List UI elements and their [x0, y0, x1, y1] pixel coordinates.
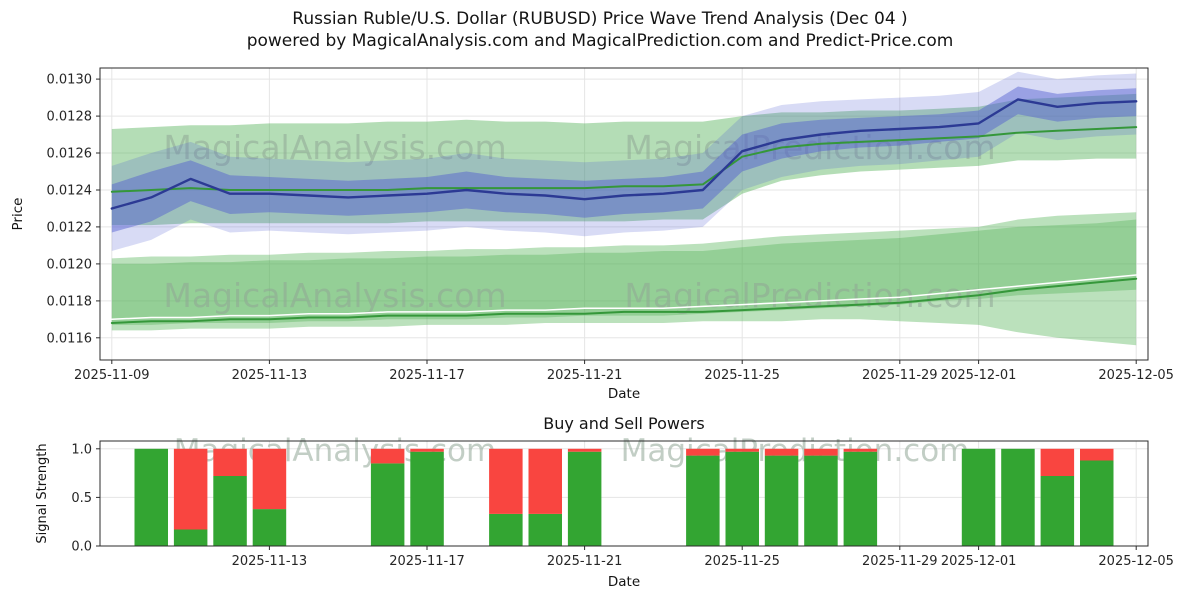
sell-power-bar — [764, 448, 799, 456]
lower-white-line — [111, 274, 1137, 321]
sell-power-bar — [725, 448, 759, 452]
y-tick-label: 0.0118 — [47, 294, 93, 309]
signal-strength-axis-label: Signal Strength — [35, 443, 50, 543]
sell-power-bar — [173, 448, 208, 530]
upper-forecast-band — [111, 93, 1137, 226]
x-tick-label: 2025-11-21 — [547, 554, 623, 569]
sell-power-bar — [567, 448, 602, 452]
sell-power-bar — [410, 448, 444, 452]
buy-power-bar — [1040, 476, 1075, 546]
price-uncertainty-band-outer — [111, 71, 1137, 251]
y-tick-label: 0.0130 — [47, 73, 93, 88]
sell-power-bar — [686, 448, 720, 456]
buy-power-bar — [764, 455, 799, 546]
watermark: MagicalAnalysis.com — [163, 128, 506, 167]
buy-power-bar — [213, 476, 247, 546]
price-chart: MagicalAnalysis.com MagicalPrediction.com… — [10, 67, 1174, 402]
figure-title: Russian Ruble/U.S. Dollar (RUBUSD) Price… — [0, 8, 1200, 53]
x-tick-label: 2025-11-29 — [862, 554, 938, 569]
buy-power-bar — [528, 513, 562, 546]
sell-power-bar — [1080, 448, 1114, 461]
y-tick-label: 0.0116 — [47, 331, 93, 346]
buy-power-bar — [1080, 460, 1114, 546]
sell-power-bar — [489, 448, 523, 514]
buy-power-bar — [686, 455, 720, 546]
date-axis-label: Date — [608, 386, 640, 402]
y-tick-label: 0.0120 — [47, 257, 93, 272]
buy-power-bar — [567, 451, 602, 546]
watermark: MagicalAnalysis.com — [163, 276, 506, 315]
title-line-1: Russian Ruble/U.S. Dollar (RUBUSD) Price… — [292, 9, 908, 29]
sell-power-bar — [213, 448, 247, 476]
lower-trend-line — [110, 277, 1138, 324]
price-axis-label: Price — [10, 198, 26, 231]
y-tick-label: 0.0124 — [47, 184, 93, 199]
sell-power-bar — [804, 448, 838, 456]
price-line — [110, 98, 1138, 210]
plot-border — [99, 440, 1149, 547]
sell-power-bar — [252, 448, 287, 510]
buy-power-bar — [843, 451, 878, 546]
title-line-2: powered by MagicalAnalysis.com and Magic… — [246, 31, 954, 52]
x-tick-label: 2025-11-13 — [232, 554, 308, 569]
buy-power-bar — [410, 451, 444, 546]
buy-power-bar — [1001, 448, 1035, 546]
x-tick-label: 2025-11-13 — [232, 368, 308, 383]
watermark: MagicalPrediction.com — [624, 276, 995, 315]
buy-power-bar — [489, 513, 523, 546]
sell-power-bar — [843, 448, 878, 452]
buy-power-bar — [370, 463, 405, 546]
x-tick-label: 2025-11-21 — [547, 368, 623, 383]
x-tick-label: 2025-12-05 — [1098, 368, 1174, 383]
mid-forecast-band — [111, 212, 1137, 346]
sell-power-bar — [1040, 448, 1075, 476]
y-tick-label: 1.0 — [71, 442, 92, 457]
x-tick-label: 2025-12-05 — [1098, 554, 1174, 569]
buy-power-bar — [173, 529, 208, 546]
buy-power-bar — [134, 448, 168, 546]
watermark: MagicalPrediction.com — [624, 128, 995, 167]
sell-power-bar — [528, 448, 562, 514]
x-tick-label: 2025-12-01 — [941, 554, 1017, 569]
x-tick-label: 2025-12-01 — [941, 368, 1017, 383]
y-tick-label: 0.5 — [71, 491, 92, 506]
x-tick-label: 2025-11-29 — [862, 368, 938, 383]
bar-chart-title: Buy and Sell Powers — [543, 414, 705, 433]
sell-power-bar — [370, 448, 405, 464]
x-tick-label: 2025-11-25 — [704, 368, 780, 383]
signal-strength-chart: MagicalAnalysis.comMagicalPrediction.com… — [35, 414, 1174, 590]
x-tick-label: 2025-11-17 — [389, 368, 465, 383]
buy-power-bar — [961, 448, 996, 546]
y-tick-label: 0.0122 — [47, 220, 93, 235]
y-tick-label: 0.0128 — [47, 110, 93, 125]
buy-power-bar — [252, 509, 287, 546]
date-axis-label: Date — [608, 574, 640, 590]
x-tick-label: 2025-11-25 — [704, 554, 780, 569]
y-tick-label: 0.0 — [71, 540, 92, 555]
plot-border — [99, 67, 1149, 361]
buy-power-bar — [804, 455, 838, 546]
y-tick-label: 0.0126 — [47, 147, 93, 162]
x-tick-label: 2025-11-17 — [389, 554, 465, 569]
buy-power-bar — [725, 451, 759, 546]
upper-trend-line — [110, 126, 1138, 193]
x-tick-label: 2025-11-09 — [74, 368, 150, 383]
